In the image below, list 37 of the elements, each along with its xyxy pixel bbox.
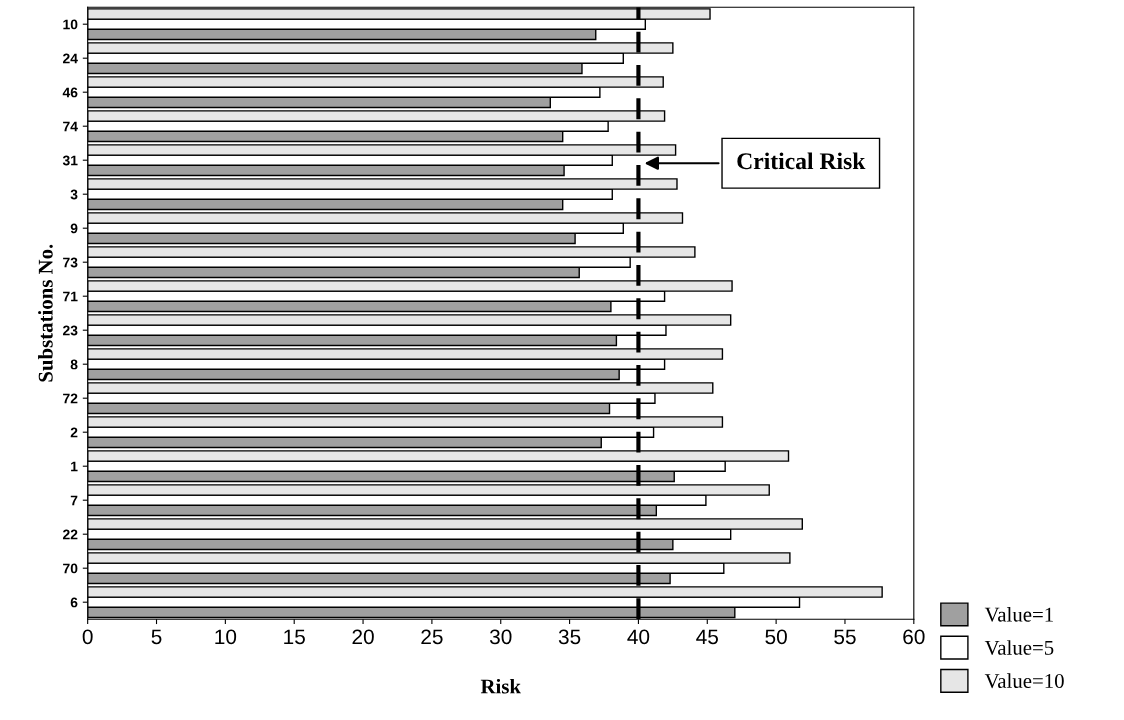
y-tick-label: 7	[70, 495, 78, 506]
y-tick-label: 72	[63, 393, 78, 404]
y-tick-label: 9	[70, 223, 78, 234]
x-tick-label: 40	[627, 629, 650, 645]
y-tick-label: 24	[62, 53, 78, 64]
y-tick-label: 3	[70, 189, 78, 200]
x-tick-label: 50	[765, 629, 787, 645]
legend-label: Value=1	[984, 606, 1053, 622]
legend-label: Value=5	[984, 640, 1054, 655]
x-tick-label: 45	[696, 629, 718, 645]
x-tick-label: 20	[352, 629, 374, 645]
annotation: Critical Risk	[737, 152, 866, 170]
legend-label: Value=10	[984, 673, 1064, 689]
y-tick-label: 2	[70, 427, 78, 438]
x-tick-label: 5	[151, 629, 162, 645]
y-tick-label: 1	[71, 461, 78, 472]
x-tick-label: 0	[82, 629, 93, 645]
y-tick-label: 74	[63, 121, 78, 132]
y-tick-label: 8	[70, 359, 78, 370]
y-tick-label: 10	[63, 19, 78, 30]
y-tick-label: 71	[63, 291, 78, 302]
y-tick-label: 6	[70, 597, 78, 608]
y-tick-label: 22	[62, 529, 78, 540]
x-tick-label: 30	[489, 629, 512, 645]
x-tick-label: 60	[903, 629, 925, 645]
y-tick-label: 70	[63, 563, 78, 574]
y-tick-label: 73	[63, 257, 78, 268]
x-tick-label: 15	[284, 629, 305, 645]
x-tick-label: 10	[215, 629, 237, 645]
x-axis-title: Risk	[480, 678, 521, 694]
y-tick-label: 23	[62, 325, 78, 336]
y-axis-title: Substations No.	[38, 244, 53, 382]
x-tick-label: 35	[558, 629, 581, 645]
x-tick-label: 55	[834, 629, 856, 645]
x-tick-label: 25	[421, 629, 443, 645]
y-tick-label: 31	[62, 155, 78, 166]
y-tick-label: 46	[62, 87, 78, 98]
